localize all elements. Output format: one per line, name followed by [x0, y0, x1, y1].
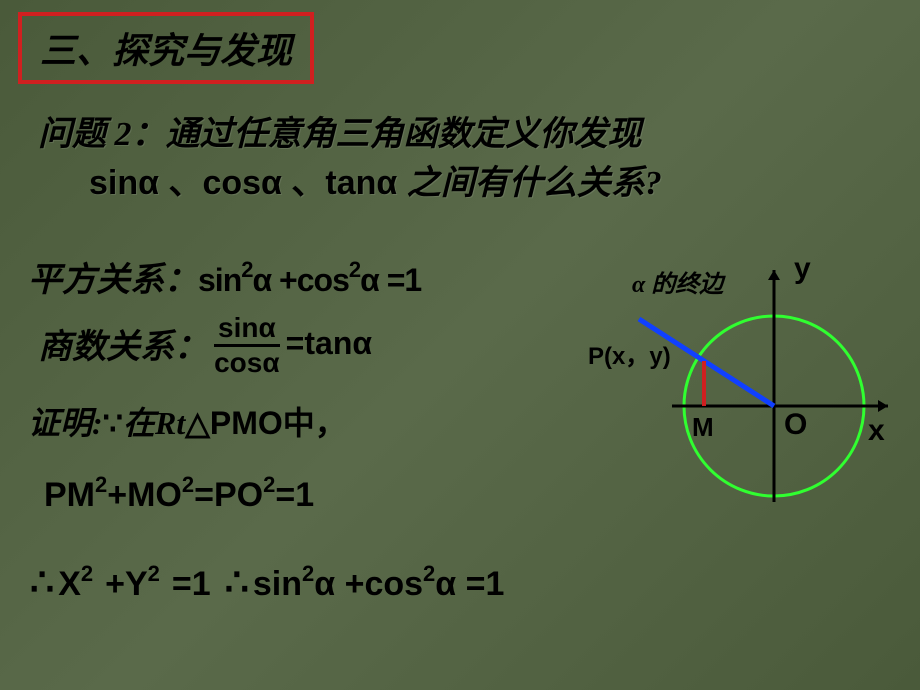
x-axis-label: x	[868, 414, 885, 448]
equation-2: ∴ X2+Y2=1 ∴ sin2α +cos2α =1	[30, 560, 504, 605]
therefore-1: ∴	[30, 560, 54, 605]
therefore-2: ∴	[225, 560, 249, 605]
rel2-label: 商数关系：	[38, 319, 208, 368]
question-line2-post: 之间有什么关系?	[407, 165, 662, 202]
eq2-sin: sin	[253, 565, 302, 604]
question-block: 问题 2：通过任意角三角函数定义你发现 sinα 、cosα 、tanα 之间有…	[38, 110, 662, 209]
quotient-relation: 商数关系： sinα cosα =tanα	[38, 312, 372, 375]
rel1-mid2: α =1	[360, 262, 421, 298]
rel1-sin: sin	[198, 262, 241, 298]
eq2-e2: 2	[148, 561, 160, 587]
diagram-svg	[584, 256, 894, 506]
origin-label: O	[784, 408, 807, 442]
eq2-y: Y	[125, 565, 148, 604]
question-label: 问题 2：	[38, 116, 166, 153]
eq2-end: α =1	[435, 565, 504, 604]
rel1-exp2: 2	[349, 257, 360, 282]
rel1-exp1: 2	[241, 257, 252, 282]
eq1-plus: +	[107, 476, 127, 514]
because-symbol: ∵	[103, 405, 123, 441]
eq1-mo: MO	[127, 476, 182, 514]
eq1-eq: =	[194, 476, 214, 514]
eq1-pm: PM	[44, 476, 95, 514]
eq2-e4: 2	[423, 561, 435, 587]
triangle-symbol: △	[185, 405, 210, 441]
unit-circle-diagram: α 的终边 P(x，y) M O x y	[584, 256, 894, 506]
m-label: M	[692, 412, 714, 443]
question-line1: 通过任意角三角函数定义你发现	[166, 116, 642, 153]
question-funcs: sinα 、cosα 、tanα	[89, 164, 407, 202]
proof-line: 证明:∵在Rt△PMO中，	[28, 398, 347, 444]
eq2-eq1: =1	[172, 565, 211, 604]
eq1-e2: 2	[182, 472, 194, 497]
eq2-plus: +	[105, 565, 125, 604]
fraction-num: sinα	[214, 314, 280, 347]
rel2-rest: =tanα	[286, 325, 372, 362]
rel1-label: 平方关系：	[28, 262, 198, 299]
proof-text2: PMO中，	[210, 405, 347, 441]
eq2-e1: 2	[81, 561, 93, 587]
eq2-x: X	[58, 565, 81, 604]
fraction-den: cosα	[214, 347, 279, 377]
proof-text1: 在Rt	[123, 405, 185, 441]
eq1-e1: 2	[95, 472, 107, 497]
eq1-po: PO	[214, 476, 263, 514]
proof-label: 证明:	[28, 405, 103, 441]
eq2-mid: α +cos	[314, 565, 423, 604]
rel1-mid1: α +cos	[252, 262, 348, 298]
eq1-e3: 2	[263, 472, 275, 497]
pythagorean-relation: 平方关系：sin2α +cos2α =1	[28, 252, 421, 301]
equation-1: PM2+MO2=PO2=1	[44, 476, 314, 515]
eq1-one: =1	[275, 476, 314, 514]
y-axis-label: y	[794, 252, 811, 286]
point-p-label: P(x，y)	[588, 336, 671, 371]
eq2-e3: 2	[302, 561, 314, 587]
section-title: 三、探究与发现	[18, 12, 314, 84]
fraction: sinα cosα	[214, 314, 280, 377]
terminal-side-label: α 的终边	[632, 264, 723, 299]
